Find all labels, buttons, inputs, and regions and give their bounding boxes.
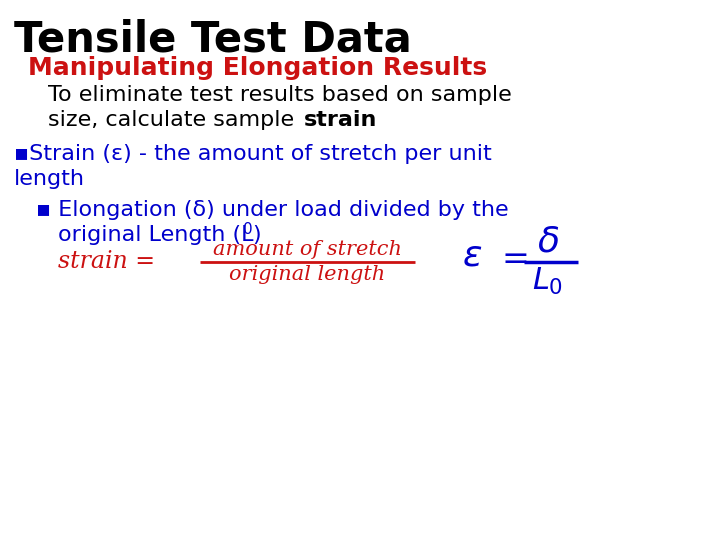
Text: amount of stretch: amount of stretch [213, 240, 402, 259]
Text: $\delta$: $\delta$ [537, 224, 559, 258]
Text: 0: 0 [243, 222, 253, 237]
Text: ▪Strain (ε) - the amount of stretch per unit: ▪Strain (ε) - the amount of stretch per … [14, 144, 492, 164]
Text: To eliminate test results based on sample: To eliminate test results based on sampl… [48, 85, 512, 105]
Text: $L_0$: $L_0$ [533, 266, 564, 297]
Text: size, calculate sample: size, calculate sample [48, 110, 301, 130]
Text: $\varepsilon$: $\varepsilon$ [462, 239, 482, 273]
Text: length: length [14, 169, 85, 189]
Text: Tensile Test Data: Tensile Test Data [14, 18, 412, 60]
Text: original length: original length [230, 265, 386, 284]
Text: $=$: $=$ [495, 242, 528, 274]
Text: original Length (L: original Length (L [58, 225, 253, 245]
Text: ): ) [252, 225, 261, 245]
Text: strain: strain [304, 110, 377, 130]
Text: strain =: strain = [58, 251, 163, 273]
Text: Manipulating Elongation Results: Manipulating Elongation Results [28, 56, 487, 80]
Text: ▪ Elongation (δ) under load divided by the: ▪ Elongation (δ) under load divided by t… [36, 200, 508, 220]
